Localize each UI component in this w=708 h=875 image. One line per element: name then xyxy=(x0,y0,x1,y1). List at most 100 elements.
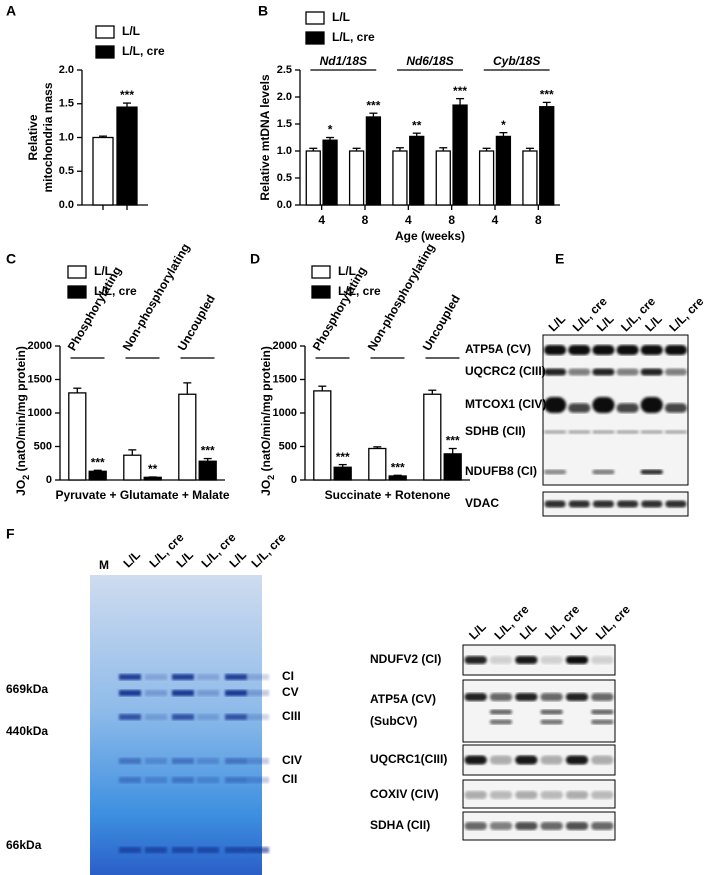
x-tick-label: 8 xyxy=(448,213,455,227)
panel-letter: D xyxy=(250,251,260,267)
gel-band xyxy=(247,847,269,853)
gel-band xyxy=(225,758,247,764)
band xyxy=(515,791,538,799)
gel-band xyxy=(172,777,194,783)
bar xyxy=(495,135,512,206)
group-label: Nd1/18S xyxy=(320,54,367,68)
y-tick-label: 1000 xyxy=(273,407,297,419)
group-label: Cyb/18S xyxy=(493,54,540,68)
band xyxy=(592,500,614,508)
y-tick-label: 0.5 xyxy=(59,165,74,177)
band xyxy=(565,755,589,765)
bar xyxy=(143,476,162,481)
gel-band xyxy=(247,777,269,783)
band xyxy=(540,656,563,664)
y-label-sub: 2 xyxy=(21,475,31,480)
gel-band xyxy=(172,674,194,680)
band-label: NDUFB8 (CI) xyxy=(465,464,537,478)
panel-letter: E xyxy=(555,251,564,267)
group-label: Nd6/18S xyxy=(406,54,453,68)
band xyxy=(515,822,538,830)
x-axis-label: Succinate + Rotenone xyxy=(325,488,451,502)
gel-band xyxy=(197,777,219,783)
significance: *** xyxy=(446,434,460,448)
legend-swatch xyxy=(67,265,87,279)
x-tick-label: 8 xyxy=(362,213,369,227)
gel-band xyxy=(119,674,141,680)
lane-label: L/L, cre xyxy=(248,530,288,570)
band xyxy=(568,345,591,355)
gel-band xyxy=(172,690,194,696)
band xyxy=(664,345,687,355)
legend-label: L/L xyxy=(338,264,356,278)
bar xyxy=(368,447,387,481)
blot-row-label: ATP5A (CV) xyxy=(370,692,436,706)
band xyxy=(464,656,487,664)
gel-band xyxy=(145,758,167,764)
gel-band xyxy=(172,714,194,720)
gel-band xyxy=(145,714,167,720)
band xyxy=(591,719,614,725)
band xyxy=(544,397,567,413)
legend-label: L/L, cre xyxy=(332,30,375,44)
gel-band xyxy=(225,847,247,853)
significance: * xyxy=(501,118,506,132)
y-tick-label: 2.5 xyxy=(277,64,292,76)
complex-label: CIII xyxy=(282,709,301,723)
gel-band xyxy=(197,758,219,764)
blot xyxy=(462,779,616,809)
gel-band xyxy=(119,690,141,696)
legend-swatch xyxy=(311,285,331,299)
y-label-rest: (natO/min/mg protein) xyxy=(259,346,273,475)
blot xyxy=(462,679,616,743)
y-tick-label: 0.0 xyxy=(59,199,74,211)
gel xyxy=(90,575,262,875)
category-label: Uncoupled xyxy=(175,292,218,353)
gel-band xyxy=(247,758,269,764)
gel-band xyxy=(119,714,141,720)
band xyxy=(540,709,563,715)
band xyxy=(591,822,614,830)
band xyxy=(664,430,687,434)
gel-band xyxy=(197,847,219,853)
gel-band xyxy=(225,690,247,696)
band xyxy=(515,755,538,765)
significance: ** xyxy=(148,462,158,476)
blot xyxy=(542,491,689,517)
bar xyxy=(198,460,217,481)
legend-swatch xyxy=(305,31,325,45)
bar xyxy=(452,104,468,206)
lane-label: L/L xyxy=(546,312,569,335)
band xyxy=(640,345,663,355)
band xyxy=(544,345,567,355)
bar xyxy=(348,150,365,206)
band xyxy=(640,469,663,475)
x-tick-label: 4 xyxy=(492,213,499,227)
bar xyxy=(178,393,197,481)
legend-swatch xyxy=(305,11,325,25)
band xyxy=(489,693,513,701)
band xyxy=(568,368,591,376)
significance: *** xyxy=(391,460,405,474)
y-tick-label: 500 xyxy=(34,440,52,452)
complex-label: CV xyxy=(282,685,299,699)
y-tick-label: 2.0 xyxy=(59,64,74,76)
y-tick-label: 1.5 xyxy=(59,98,74,110)
band xyxy=(640,430,663,434)
marker-label: 669kDa xyxy=(6,682,48,696)
gel-band xyxy=(197,674,219,680)
x-axis-label: Pyruvate + Glutamate + Malate xyxy=(55,488,229,502)
legend-label: L/L, cre xyxy=(94,284,137,298)
band xyxy=(489,791,513,799)
legend-label: L/L xyxy=(332,10,350,24)
band xyxy=(568,500,590,508)
band xyxy=(544,368,567,376)
band-label: VDAC xyxy=(465,496,499,510)
blot-row-label: UQCRC1(CIII) xyxy=(370,752,447,766)
marker-lane-label: M xyxy=(99,558,109,572)
y-tick-label: 1500 xyxy=(28,373,52,385)
significance: ** xyxy=(412,118,422,132)
bar xyxy=(313,390,332,481)
y-label-sub: 2 xyxy=(266,475,276,480)
complex-label: CII xyxy=(282,772,297,786)
